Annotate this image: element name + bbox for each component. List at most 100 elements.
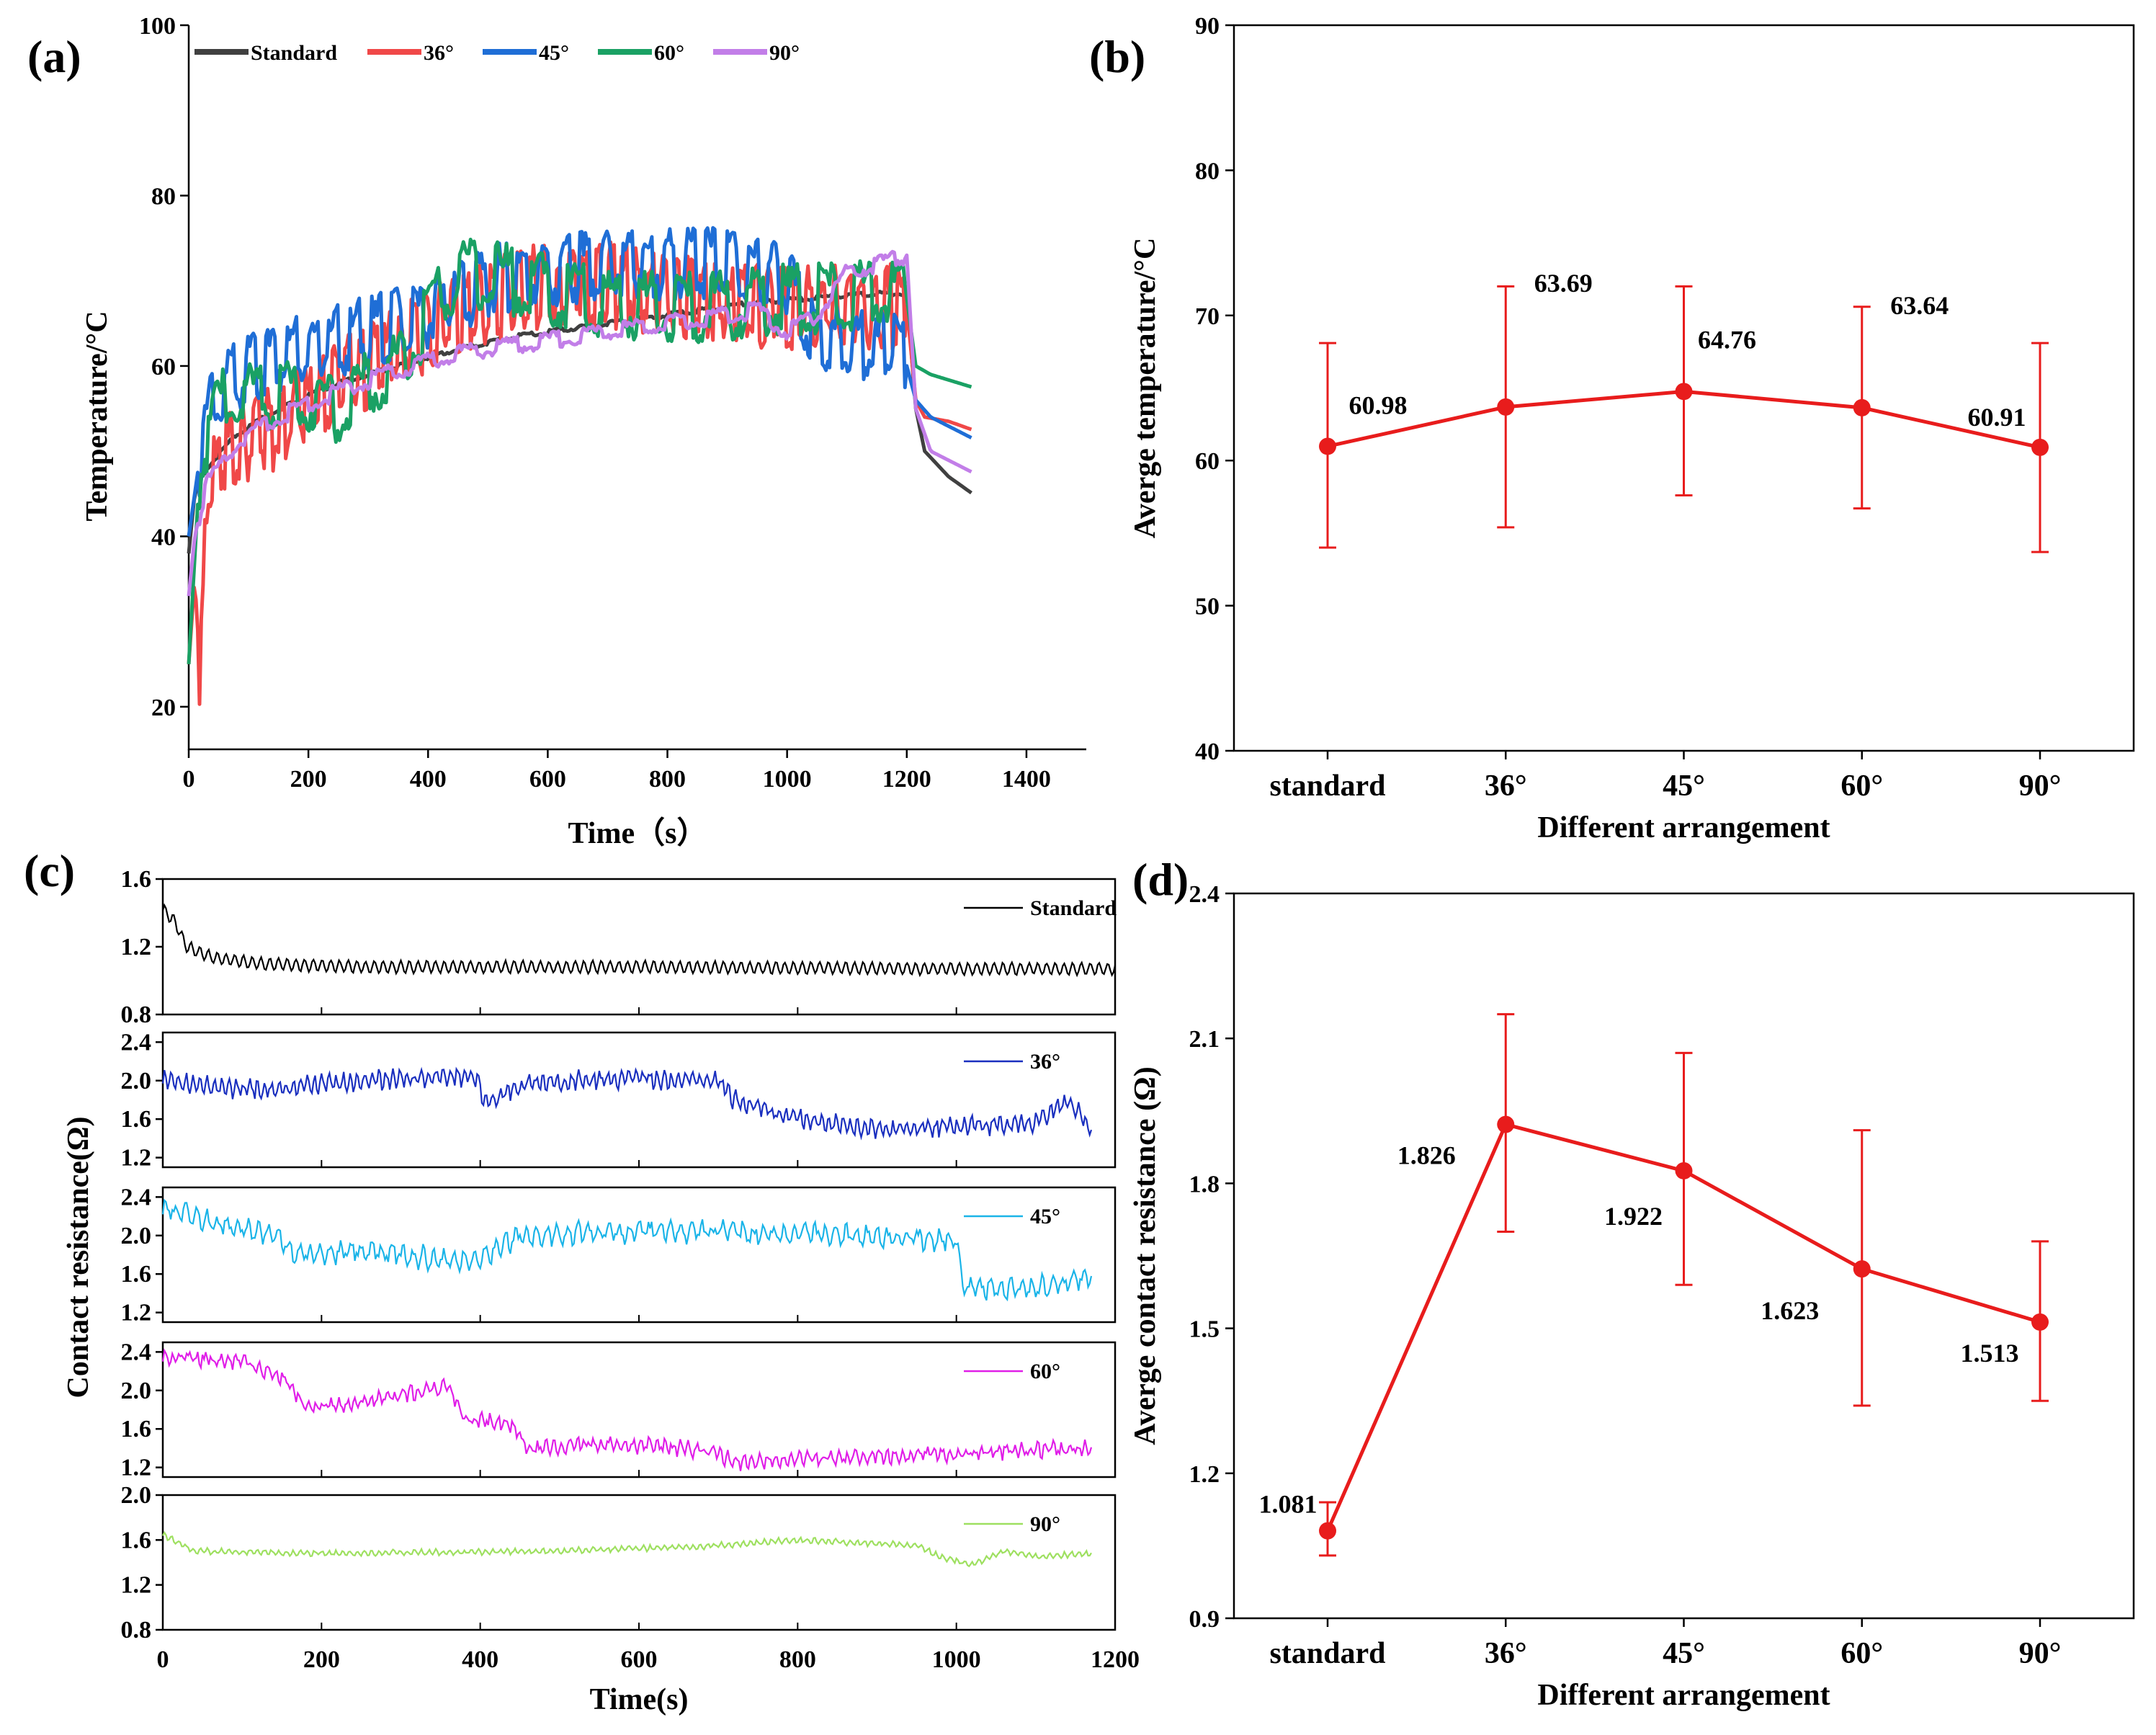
legend-label: 36° xyxy=(424,41,454,65)
y-tick-label: 20 xyxy=(151,695,176,721)
data-point xyxy=(1853,398,1871,416)
x-tick-label: 1200 xyxy=(882,766,931,793)
y-tick-label: 80 xyxy=(1195,158,1220,184)
category-label: 45° xyxy=(1663,1637,1705,1670)
y-tick-label: 1.6 xyxy=(121,1416,152,1442)
legend-label: 45° xyxy=(1030,1205,1060,1228)
data-point xyxy=(1675,383,1693,401)
data-point xyxy=(1319,1522,1336,1540)
y-tick-label: 1.2 xyxy=(1189,1461,1220,1488)
y-tick-label: 1.2 xyxy=(121,1572,152,1599)
chart-c-contact-resistance: 0.8 1.2 1.6 Standard 1.2 1.6 2.0 2.4 36° 1.2 1.6 2.… xyxy=(62,866,1140,1716)
panel-label-d: (d) xyxy=(1132,854,1189,905)
y-tick-label: 2.4 xyxy=(121,1184,152,1210)
legend-label: 60° xyxy=(654,41,684,65)
y-tick-label: 2.0 xyxy=(121,1482,152,1509)
y-axis-label: Temperature/°C xyxy=(81,311,114,521)
resistance-line-3 xyxy=(161,1348,1093,1471)
data-label: 1.513 xyxy=(1961,1339,2019,1368)
y-tick-label: 2.4 xyxy=(121,1339,152,1365)
x-tick-label: 800 xyxy=(649,766,686,793)
y-tick-label: 50 xyxy=(1195,594,1220,620)
chart-b-average-temperature: 40 50 60 70 80 90 standard 36° 45° 60° 90° Differen… xyxy=(1129,13,2135,844)
y-tick-label: 1.2 xyxy=(121,934,152,960)
y-tick-label: 2.0 xyxy=(121,1378,152,1404)
series-line-4 xyxy=(187,249,972,597)
category-label: 60° xyxy=(1840,770,1883,803)
data-label: 64.76 xyxy=(1698,325,1756,354)
category-label: standard xyxy=(1269,1637,1385,1670)
x-tick-label: 200 xyxy=(303,1646,340,1673)
legend-label: Standard xyxy=(251,41,337,65)
x-tick-label: 0 xyxy=(157,1646,169,1673)
data-point xyxy=(1675,1161,1693,1179)
category-label: standard xyxy=(1269,770,1385,803)
y-tick-label: 2.1 xyxy=(1189,1026,1220,1053)
y-tick-label: 2.4 xyxy=(121,1029,152,1056)
data-point xyxy=(2031,1313,2049,1331)
y-tick-label: 1.2 xyxy=(121,1455,152,1481)
category-label: 36° xyxy=(1485,1637,1527,1670)
legend-label: 60° xyxy=(1030,1360,1060,1383)
y-tick-label: 1.6 xyxy=(121,1527,152,1553)
x-tick-label: 200 xyxy=(290,766,327,793)
x-tick-label: 1400 xyxy=(1002,766,1051,793)
resistance-line-0 xyxy=(161,903,1117,978)
data-label: 60.91 xyxy=(1968,403,2026,432)
data-label: 1.826 xyxy=(1397,1141,1456,1170)
resistance-line-2 xyxy=(161,1198,1093,1302)
resistance-line-4 xyxy=(162,1530,1092,1568)
x-tick-label: 1000 xyxy=(932,1646,981,1673)
series-line-3 xyxy=(187,237,972,664)
y-tick-label: 70 xyxy=(1195,303,1220,330)
category-label: 90° xyxy=(2019,770,2062,803)
data-label: 60.98 xyxy=(1349,391,1408,419)
y-axis-label: Averge temperature/°C xyxy=(1129,238,1162,539)
data-label: 63.69 xyxy=(1534,269,1593,298)
x-tick-label: 800 xyxy=(779,1646,816,1673)
x-tick-label: 400 xyxy=(410,766,447,793)
data-label: 63.64 xyxy=(1890,291,1949,320)
panel-label-b: (b) xyxy=(1089,31,1145,82)
x-tick-label: 1200 xyxy=(1091,1646,1140,1673)
data-label: 1.922 xyxy=(1604,1202,1663,1231)
chart-d-average-contact-resistance: 0.9 1.2 1.5 1.8 2.1 2.4 standard 36° 45° 60° 90° Di… xyxy=(1129,881,2135,1712)
series-line-2 xyxy=(187,226,972,537)
y-tick-label: 1.6 xyxy=(121,1261,152,1288)
y-tick-label: 0.8 xyxy=(121,1617,152,1643)
x-tick-label: 1000 xyxy=(763,766,812,793)
data-point xyxy=(1497,1115,1515,1133)
category-label: 36° xyxy=(1485,770,1527,803)
y-tick-label: 1.2 xyxy=(121,1300,152,1326)
x-axis-label: Time（s） xyxy=(568,816,707,850)
y-tick-label: 1.8 xyxy=(1189,1171,1220,1197)
y-tick-label: 90 xyxy=(1195,13,1220,40)
y-tick-label: 2.0 xyxy=(121,1068,152,1094)
category-label: 45° xyxy=(1663,770,1705,803)
legend-label: Standard xyxy=(1030,896,1117,920)
x-tick-label: 400 xyxy=(462,1646,498,1673)
y-tick-label: 60 xyxy=(1195,448,1220,475)
x-tick-label: 600 xyxy=(529,766,566,793)
subplot-frame-0 xyxy=(161,878,1117,1016)
y-axis-label: Contact resistance(Ω) xyxy=(62,1117,95,1399)
legend-label: 90° xyxy=(1030,1512,1060,1536)
data-point xyxy=(1497,398,1515,416)
category-label: 60° xyxy=(1840,1637,1883,1670)
y-tick-label: 100 xyxy=(139,13,176,40)
subplot-frame-1 xyxy=(161,1031,1117,1169)
y-axis-label: Averge contact resistance (Ω) xyxy=(1129,1066,1162,1445)
y-tick-label: 2.4 xyxy=(1189,881,1220,908)
y-tick-label: 0.8 xyxy=(121,1002,152,1028)
resistance-line-1 xyxy=(161,1066,1093,1141)
data-label: 1.081 xyxy=(1259,1490,1318,1519)
y-tick-label: 1.2 xyxy=(121,1145,152,1172)
x-axis-label: Different arrangement xyxy=(1537,1679,1830,1712)
y-tick-label: 1.5 xyxy=(1189,1316,1220,1343)
panel-label-a: (a) xyxy=(27,31,81,82)
x-tick-label: 0 xyxy=(183,766,195,793)
y-tick-label: 40 xyxy=(1195,739,1220,765)
data-point xyxy=(1319,437,1336,455)
category-label: 90° xyxy=(2019,1637,2062,1670)
x-axis-label: Time(s) xyxy=(590,1683,689,1716)
